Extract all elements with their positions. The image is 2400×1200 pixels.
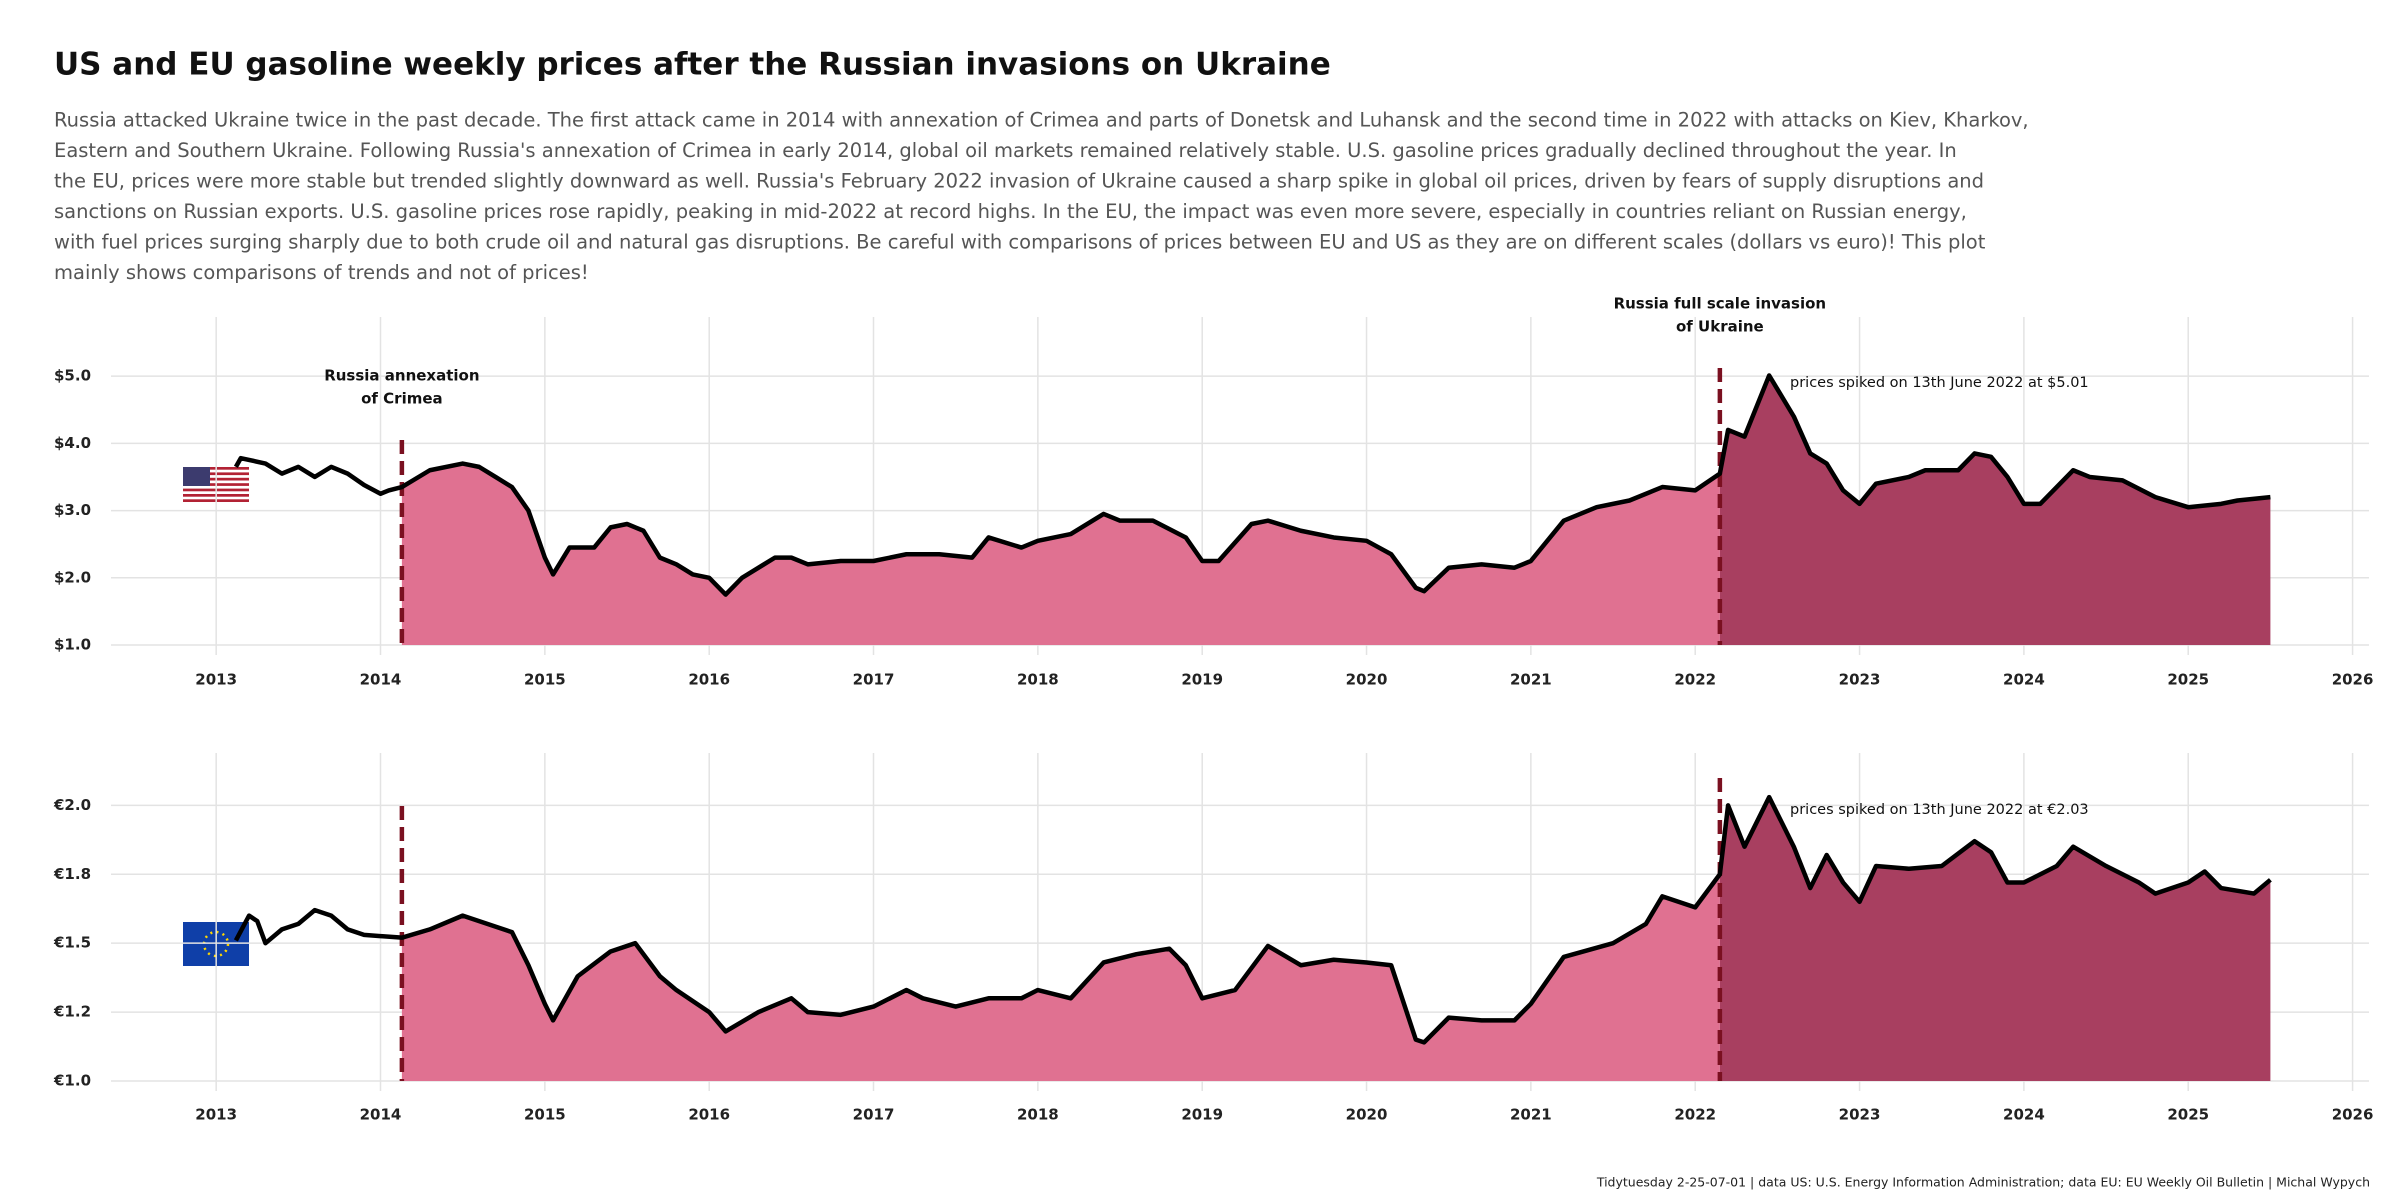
x-tick-label: 2020 <box>1346 1106 1388 1124</box>
price-line <box>233 373 2271 597</box>
x-tick-label: 2018 <box>1017 1106 1059 1124</box>
x-tick-label: 2018 <box>1017 671 1059 689</box>
y-tick-label: €1.5 <box>53 934 91 952</box>
x-tick-label: 2020 <box>1346 671 1388 689</box>
x-tick-label: 2019 <box>1181 1106 1223 1124</box>
x-tick-label: 2015 <box>524 1106 566 1124</box>
x-tick-label: 2019 <box>1181 671 1223 689</box>
x-tick-label: 2013 <box>195 671 237 689</box>
caption: Tidytuesday 2-25-07-01 | data US: U.S. E… <box>1596 1175 2370 1190</box>
x-tick-label: 2026 <box>2332 1106 2374 1124</box>
x-tick-label: 2023 <box>1839 1106 1881 1124</box>
x-tick-label: 2014 <box>360 671 402 689</box>
subtitle-line: mainly shows comparisons of trends and n… <box>54 261 589 284</box>
x-tick-label: 2024 <box>2003 671 2045 689</box>
y-tick-label: €1.8 <box>53 865 91 883</box>
subtitle: Russia attacked Ukraine twice in the pas… <box>54 109 2029 285</box>
x-tick-label: 2017 <box>853 671 895 689</box>
x-tick-label: 2026 <box>2332 671 2374 689</box>
annotation: prices spiked on 13th June 2022 at €2.03 <box>1790 802 2089 818</box>
x-tick-label: 2024 <box>2003 1106 2045 1124</box>
y-tick-label: €1.2 <box>53 1003 91 1021</box>
area <box>401 463 1720 645</box>
x-tick-label: 2023 <box>1839 671 1881 689</box>
y-tick-label: $1.0 <box>54 636 91 654</box>
subtitle-line: with fuel prices surging sharply due to … <box>54 231 1986 254</box>
event-label: of Crimea <box>361 390 443 408</box>
annotation: prices spiked on 13th June 2022 at $5.01 <box>1790 375 2089 391</box>
x-tick-label: 2017 <box>853 1106 895 1124</box>
y-tick-label: $4.0 <box>54 434 91 452</box>
x-tick-label: 2014 <box>360 1106 402 1124</box>
x-tick-label: 2021 <box>1510 671 1552 689</box>
x-tick-label: 2015 <box>524 671 566 689</box>
event-label: Russia full scale invasion <box>1614 295 1827 313</box>
subtitle-line: the EU, prices were more stable but tren… <box>54 170 1984 193</box>
subtitle-line: sanctions on Russian exports. U.S. gasol… <box>54 200 1967 223</box>
y-tick-label: $5.0 <box>54 367 91 385</box>
subtitle-line: Russia attacked Ukraine twice in the pas… <box>54 109 2029 132</box>
y-tick-label: €1.0 <box>53 1072 91 1090</box>
x-tick-label: 2016 <box>688 671 730 689</box>
event-label: Russia annexation <box>324 367 479 385</box>
x-tick-label: 2025 <box>2167 1106 2209 1124</box>
area <box>1719 375 2271 645</box>
event-label: of Ukraine <box>1676 318 1764 336</box>
x-tick-label: 2022 <box>1674 1106 1716 1124</box>
area <box>1719 797 2271 1081</box>
x-tick-label: 2021 <box>1510 1106 1552 1124</box>
y-tick-label: $3.0 <box>54 501 91 519</box>
subtitle-line: Eastern and Southern Ukraine. Following … <box>54 139 1957 162</box>
y-tick-label: €2.0 <box>53 796 91 814</box>
y-tick-label: $2.0 <box>54 568 91 586</box>
price-line <box>233 794 2272 1045</box>
title: US and EU gasoline weekly prices after t… <box>54 47 1331 83</box>
x-tick-label: 2013 <box>195 1106 237 1124</box>
x-tick-label: 2016 <box>688 1106 730 1124</box>
x-tick-label: 2025 <box>2167 671 2209 689</box>
x-tick-label: 2022 <box>1674 671 1716 689</box>
